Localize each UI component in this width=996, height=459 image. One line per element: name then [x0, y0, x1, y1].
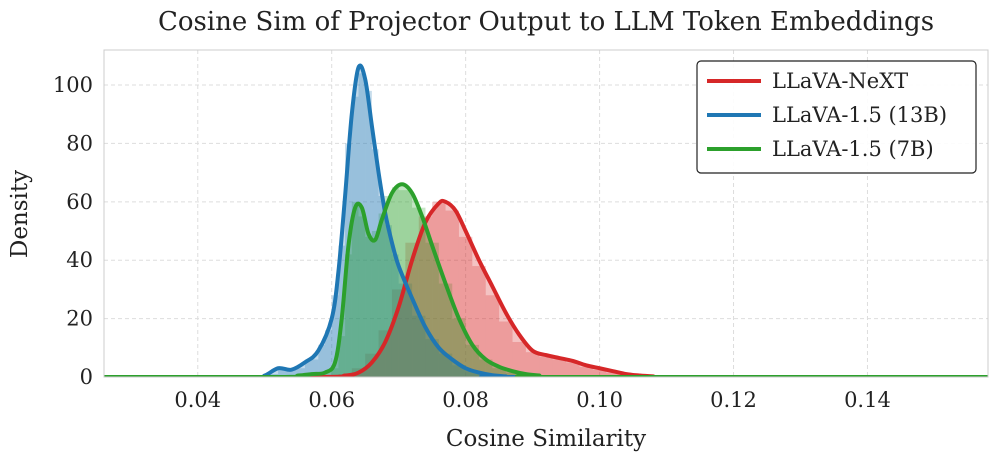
- hist-bar-llava-1-5-7b-: [505, 372, 520, 377]
- legend-label: LLaVA-1.5 (7B): [772, 137, 934, 161]
- y-tick-label: 40: [66, 248, 93, 272]
- hist-bar-llava-1-5-13b-: [371, 149, 379, 377]
- hist-bar-llava-next: [512, 341, 526, 377]
- hist-bar-llava-next: [378, 330, 392, 377]
- kde-line-llava-next: [104, 198, 988, 377]
- x-tick-label: 0.12: [710, 388, 757, 412]
- hist-bar-llava-1-5-7b-: [351, 201, 359, 377]
- legend-label: LLaVA-1.5 (13B): [772, 103, 947, 127]
- hist-bar-llava-1-5-13b-: [438, 353, 453, 377]
- kde-lines: [104, 63, 988, 377]
- hist-bar-llava-1-5-7b-: [365, 236, 372, 377]
- hist-bar-llava-next: [432, 201, 446, 377]
- hist-bar-llava-next: [485, 295, 500, 377]
- hist-bar-llava-1-5-7b-: [331, 368, 339, 377]
- hist-bar-llava-1-5-7b-: [358, 216, 366, 377]
- x-tick-label: 0.06: [308, 388, 355, 412]
- hist-bar-llava-1-5-13b-: [378, 195, 386, 377]
- hist-bar-llava-1-5-13b-: [465, 371, 480, 377]
- hist-bar-llava-1-5-13b-: [278, 368, 292, 377]
- hist-bar-llava-1-5-13b-: [452, 365, 466, 377]
- hist-bar-llava-1-5-7b-: [378, 213, 386, 377]
- kde-area-llava-1-5-7b: [104, 184, 988, 377]
- kde-area-llava-next: [104, 200, 988, 377]
- hist-bar-llava-next: [566, 362, 580, 377]
- legend-label: LLaVA-NeXT: [772, 69, 908, 93]
- hist-bar-llava-1-5-7b-: [345, 254, 352, 377]
- hist-bar-llava-next: [592, 369, 607, 377]
- plot-frame: [103, 49, 989, 378]
- hist-bar-llava-next: [552, 359, 567, 377]
- x-tick-label: 0.14: [844, 388, 891, 412]
- x-axis-ticks: 0.04 0.06 0.08 0.10 0.12 0.14: [174, 388, 890, 412]
- hist-bar-llava-1-5-7b-: [338, 336, 346, 377]
- hist-bar-llava-1-5-13b-: [425, 339, 439, 377]
- x-tick-label: 0.04: [174, 388, 221, 412]
- hist-bar-llava-1-5-13b-: [291, 368, 305, 377]
- x-axis-label: Cosine Similarity: [446, 426, 646, 452]
- x-tick-label: 0.10: [576, 388, 623, 412]
- hist-bar-llava-1-5-7b-: [385, 195, 392, 377]
- legend-box: [696, 60, 977, 174]
- hist-bar-llava-1-5-13b-: [318, 344, 325, 377]
- hist-bar-llava-1-5-13b-: [351, 96, 359, 377]
- legend: LLaVA-NeXT LLaVA-1.5 (13B) LLaVA-1.5 (7B): [696, 60, 977, 174]
- hist-bar-llava-1-5-13b-: [358, 73, 366, 377]
- y-tick-label: 60: [66, 190, 93, 214]
- y-tick-label: 80: [66, 131, 93, 155]
- hist-bar-llava-1-5-13b-: [412, 315, 426, 377]
- y-axis-ticks: 0 20 40 60 80 100: [53, 73, 93, 389]
- hist-bar-llava-1-5-7b-: [371, 231, 379, 377]
- x-tick-label: 0.08: [442, 388, 489, 412]
- kde-line-llava-1-5-13b: [104, 63, 988, 377]
- y-tick-label: 100: [53, 73, 93, 97]
- y-axis-label: Density: [7, 170, 33, 258]
- kde-line-llava-1-5-7b: [104, 182, 988, 377]
- hist-bar-llava-1-5-13b-: [398, 283, 413, 377]
- hist-bar-llava-next: [539, 356, 553, 377]
- hist-bar-llava-1-5-13b-: [385, 225, 392, 377]
- y-tick-label: 20: [66, 307, 93, 331]
- hist-bar-llava-next: [525, 352, 540, 377]
- hist-bar-llava-next: [499, 321, 513, 377]
- hist-bar-llava-next: [445, 210, 459, 377]
- hist-bar-llava-1-5-7b-: [492, 368, 506, 377]
- y-tick-label: 0: [80, 365, 93, 389]
- hist-bar-llava-1-5-13b-: [331, 295, 339, 377]
- hist-bar-llava-1-5-13b-: [325, 330, 332, 377]
- chart-title: Cosine Sim of Projector Output to LLM To…: [158, 7, 934, 37]
- hist-bar-llava-next: [606, 372, 620, 377]
- hist-bar-llava-1-5-7b-: [391, 187, 399, 377]
- hist-bar-llava-next: [579, 366, 593, 377]
